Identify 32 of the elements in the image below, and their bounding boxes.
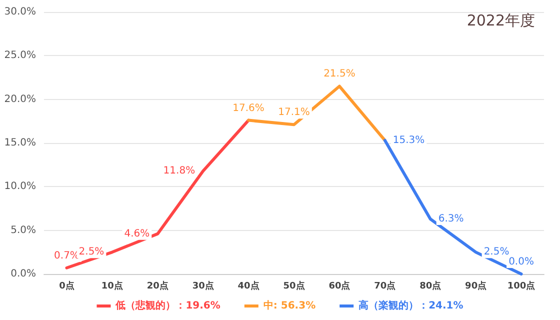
y-tick-label: 5.0% bbox=[10, 224, 36, 236]
x-tick-label: 50点 bbox=[283, 280, 305, 292]
x-tick-label: 40点 bbox=[238, 280, 260, 292]
data-label: 0.0% bbox=[508, 256, 534, 268]
x-tick-label: 90点 bbox=[465, 280, 487, 292]
data-label: 2.5% bbox=[484, 246, 510, 258]
legend-label: 中: 56.3% bbox=[263, 300, 316, 312]
legend-label: 低（悲観的）：19.6% bbox=[114, 300, 220, 312]
x-tick-label: 0点 bbox=[59, 280, 74, 292]
y-tick-label: 10.0% bbox=[4, 181, 36, 192]
x-tick-label: 80点 bbox=[420, 280, 442, 292]
legend-label: 高（楽観的）：24.1% bbox=[358, 300, 464, 312]
data-label: 6.3% bbox=[438, 213, 464, 224]
data-label: 4.6% bbox=[124, 228, 150, 240]
y-tick-label: 0.0% bbox=[10, 268, 36, 280]
data-label: 2.5% bbox=[78, 246, 104, 258]
x-tick-label: 70点 bbox=[374, 280, 396, 292]
y-tick-label: 15.0% bbox=[4, 138, 36, 148]
x-tick-label: 10点 bbox=[101, 280, 123, 292]
x-tick-label: 20点 bbox=[146, 280, 168, 292]
x-tick-label: 100点 bbox=[507, 280, 536, 292]
data-label: 17.6% bbox=[232, 102, 264, 114]
y-tick-label: 20.0% bbox=[4, 94, 36, 105]
data-label: 21.5% bbox=[324, 68, 356, 80]
data-label: 11.8% bbox=[163, 165, 196, 176]
data-label: 17.1% bbox=[278, 107, 310, 118]
y-tick-label: 25.0% bbox=[4, 50, 36, 62]
x-tick-label: 60点 bbox=[328, 280, 350, 292]
x-tick-label: 30点 bbox=[192, 280, 214, 292]
y-tick-label: 30.0% bbox=[4, 6, 36, 18]
chart-title: 2022年度 bbox=[466, 12, 536, 30]
data-label: 15.3% bbox=[392, 134, 425, 146]
